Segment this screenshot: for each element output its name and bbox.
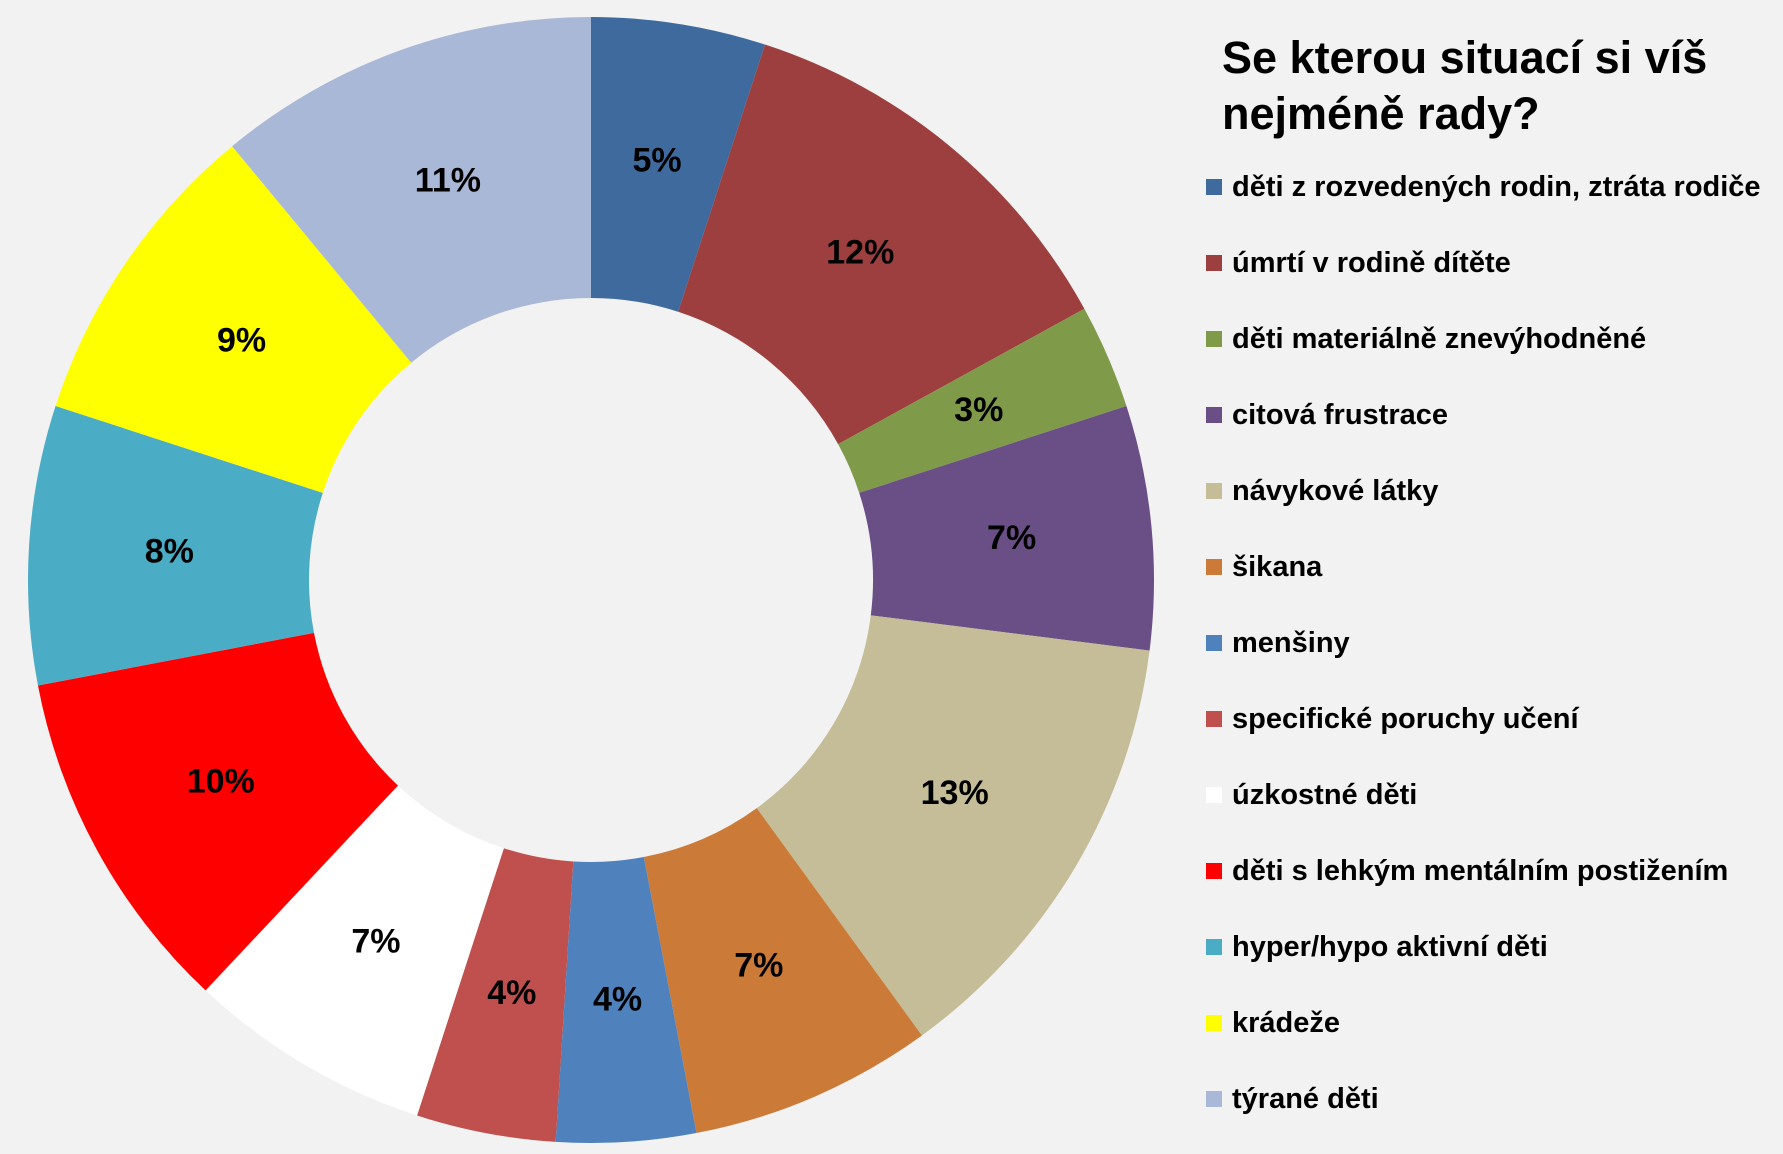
data-label: 12% bbox=[826, 233, 894, 271]
data-label: 7% bbox=[734, 947, 783, 985]
slice bbox=[591, 17, 765, 312]
legend-swatch bbox=[1206, 407, 1222, 423]
legend-label: šikana bbox=[1232, 551, 1323, 583]
legend-label: děti s lehkým mentálním postižením bbox=[1232, 855, 1729, 887]
data-label: 10% bbox=[187, 763, 255, 801]
slice bbox=[205, 785, 504, 1116]
slice bbox=[417, 848, 574, 1142]
legend-item: týrané děti bbox=[1206, 1079, 1766, 1119]
legend-item: hyper/hypo aktivní děti bbox=[1206, 927, 1766, 967]
legend-item: menšiny bbox=[1206, 623, 1766, 663]
legend-label: specifické poruchy učení bbox=[1232, 703, 1579, 735]
data-label: 7% bbox=[351, 923, 400, 961]
legend-item: úmrtí v rodině dítěte bbox=[1206, 243, 1766, 283]
legend-item: krádeže bbox=[1206, 1003, 1766, 1043]
legend-label: týrané děti bbox=[1232, 1083, 1379, 1115]
legend-item: šikana bbox=[1206, 547, 1766, 587]
legend-item: návykové látky bbox=[1206, 471, 1766, 511]
legend-swatch bbox=[1206, 939, 1222, 955]
legend-item: děti s lehkým mentálním postižením bbox=[1206, 851, 1766, 891]
legend-item: citová frustrace bbox=[1206, 395, 1766, 435]
slice bbox=[859, 406, 1154, 651]
legend-item: úzkostné děti bbox=[1206, 775, 1766, 815]
data-label: 5% bbox=[633, 142, 682, 180]
legend-swatch bbox=[1206, 1015, 1222, 1031]
legend-swatch bbox=[1206, 483, 1222, 499]
legend-label: návykové látky bbox=[1232, 475, 1439, 507]
legend-label: úzkostné děti bbox=[1232, 779, 1418, 811]
slice bbox=[643, 808, 922, 1134]
legend-item: děti materiálně znevýhodněné bbox=[1206, 319, 1766, 359]
legend-swatch bbox=[1206, 331, 1222, 347]
legend-swatch bbox=[1206, 863, 1222, 879]
data-label: 11% bbox=[415, 161, 481, 199]
legend-label: krádeže bbox=[1232, 1007, 1341, 1039]
legend-swatch bbox=[1206, 787, 1222, 803]
slice bbox=[756, 615, 1150, 1036]
legend-label: citová frustrace bbox=[1232, 399, 1448, 431]
chart-title: Se kterou situací si víš nejméně rady? bbox=[1222, 32, 1708, 139]
slice bbox=[55, 146, 412, 493]
data-label: 4% bbox=[593, 981, 642, 1019]
data-label: 9% bbox=[217, 322, 266, 360]
data-label: 13% bbox=[921, 774, 989, 812]
slice bbox=[555, 857, 697, 1143]
data-label: 3% bbox=[954, 391, 1003, 429]
data-label: 4% bbox=[487, 974, 536, 1012]
legend-label: děti z rozvedených rodin, ztráta rodiče bbox=[1232, 171, 1761, 203]
legend-swatch bbox=[1206, 559, 1222, 575]
data-label: 8% bbox=[145, 532, 194, 570]
legend-label: děti materiálně znevýhodněné bbox=[1232, 323, 1647, 355]
legend-swatch bbox=[1206, 635, 1222, 651]
legend-swatch bbox=[1206, 255, 1222, 271]
legend-label: menšiny bbox=[1232, 627, 1350, 659]
legend-label: hyper/hypo aktivní děti bbox=[1232, 931, 1548, 963]
slice bbox=[37, 632, 398, 991]
legend-item: specifické poruchy učení bbox=[1206, 699, 1766, 739]
slice bbox=[678, 44, 1085, 445]
data-label: 7% bbox=[987, 519, 1036, 557]
legend-swatch bbox=[1206, 179, 1222, 195]
legend-item: děti z rozvedených rodin, ztráta rodiče bbox=[1206, 167, 1766, 207]
slice bbox=[232, 17, 591, 363]
slice bbox=[27, 406, 323, 686]
legend-swatch bbox=[1206, 711, 1222, 727]
legend-swatch bbox=[1206, 1091, 1222, 1107]
legend-label: úmrtí v rodině dítěte bbox=[1232, 247, 1511, 279]
slice bbox=[838, 308, 1127, 493]
